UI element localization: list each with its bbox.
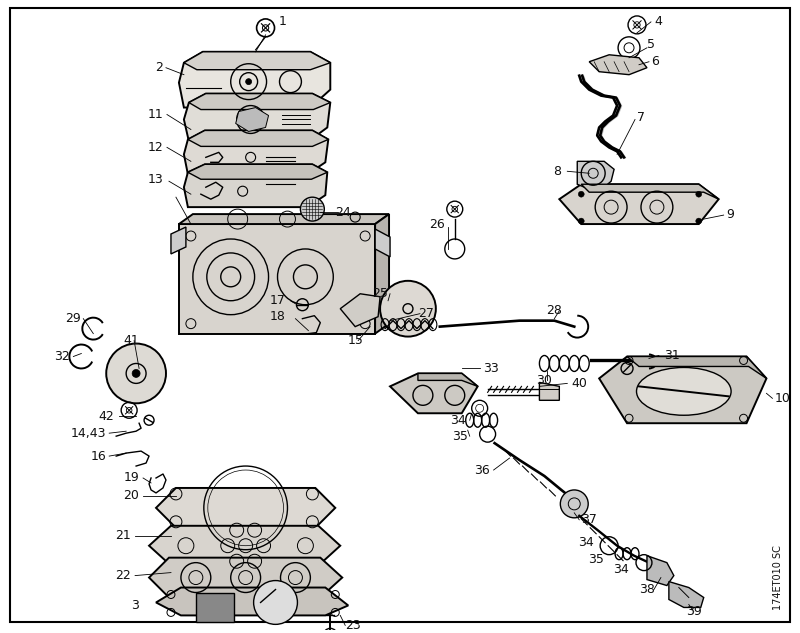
Text: 42: 42 xyxy=(98,410,114,423)
Polygon shape xyxy=(171,227,186,254)
Polygon shape xyxy=(184,94,330,141)
Polygon shape xyxy=(188,130,328,146)
Circle shape xyxy=(560,490,588,518)
Text: 11: 11 xyxy=(147,108,163,121)
Text: 39: 39 xyxy=(686,605,702,618)
Text: 32: 32 xyxy=(54,350,70,363)
Circle shape xyxy=(696,191,702,197)
Polygon shape xyxy=(582,184,718,199)
Polygon shape xyxy=(375,214,389,334)
Bar xyxy=(196,592,234,622)
Polygon shape xyxy=(179,52,330,108)
Polygon shape xyxy=(189,94,330,110)
Text: 38: 38 xyxy=(639,583,655,596)
Text: 4: 4 xyxy=(654,15,662,28)
Text: 20: 20 xyxy=(123,489,139,503)
Text: 30: 30 xyxy=(537,374,552,387)
Text: 23: 23 xyxy=(346,619,361,632)
Ellipse shape xyxy=(637,367,731,415)
Circle shape xyxy=(578,218,584,224)
Polygon shape xyxy=(627,356,766,379)
Polygon shape xyxy=(390,373,478,413)
Polygon shape xyxy=(599,356,766,423)
Text: 17: 17 xyxy=(270,294,286,307)
Text: 34: 34 xyxy=(450,414,466,427)
Text: 2: 2 xyxy=(155,61,163,74)
Text: 31: 31 xyxy=(664,349,680,362)
Text: 37: 37 xyxy=(582,513,597,526)
Polygon shape xyxy=(149,526,340,566)
Text: 35: 35 xyxy=(588,553,604,566)
Text: 3: 3 xyxy=(131,599,139,612)
Text: 41: 41 xyxy=(123,334,139,347)
Text: 25: 25 xyxy=(372,287,388,300)
Polygon shape xyxy=(590,55,647,75)
Text: 21: 21 xyxy=(115,529,131,542)
Text: 16: 16 xyxy=(90,449,106,463)
Text: 14,43: 14,43 xyxy=(70,427,106,440)
Text: 29: 29 xyxy=(66,312,82,325)
Text: 12: 12 xyxy=(147,141,163,154)
Polygon shape xyxy=(184,165,327,207)
Text: 7: 7 xyxy=(637,111,645,124)
Text: 19: 19 xyxy=(123,472,139,484)
Text: 10: 10 xyxy=(774,392,790,405)
Circle shape xyxy=(696,218,702,224)
Text: 13: 13 xyxy=(147,173,163,185)
Text: 27: 27 xyxy=(418,307,434,320)
Text: 26: 26 xyxy=(429,218,445,230)
Polygon shape xyxy=(184,130,328,174)
Text: 22: 22 xyxy=(115,569,131,582)
Text: 8: 8 xyxy=(554,165,562,178)
Polygon shape xyxy=(539,382,559,400)
Text: 34: 34 xyxy=(578,536,594,549)
Polygon shape xyxy=(184,52,330,70)
Polygon shape xyxy=(647,556,674,586)
Polygon shape xyxy=(578,161,614,189)
Text: 28: 28 xyxy=(546,304,562,317)
Polygon shape xyxy=(340,294,380,327)
Circle shape xyxy=(578,191,584,197)
Circle shape xyxy=(246,78,252,85)
Text: 1: 1 xyxy=(278,15,286,28)
Circle shape xyxy=(132,370,140,377)
Polygon shape xyxy=(156,587,348,615)
Polygon shape xyxy=(149,558,342,598)
Polygon shape xyxy=(179,214,389,224)
Text: 15: 15 xyxy=(347,334,363,347)
Text: 9: 9 xyxy=(726,208,734,220)
Polygon shape xyxy=(236,108,269,132)
Polygon shape xyxy=(418,373,478,386)
Circle shape xyxy=(380,281,436,337)
Polygon shape xyxy=(559,184,718,224)
Text: 18: 18 xyxy=(270,310,286,323)
Text: 36: 36 xyxy=(474,463,490,477)
Text: 24: 24 xyxy=(335,206,351,218)
Circle shape xyxy=(254,580,298,624)
Circle shape xyxy=(106,344,166,403)
Text: 5: 5 xyxy=(647,39,655,51)
Text: 40: 40 xyxy=(571,377,587,390)
Polygon shape xyxy=(156,488,335,528)
Text: 34: 34 xyxy=(614,563,629,576)
Polygon shape xyxy=(188,165,327,179)
Text: 6: 6 xyxy=(651,55,659,68)
Circle shape xyxy=(301,197,324,221)
Polygon shape xyxy=(375,229,390,257)
Text: 174ET010 SC: 174ET010 SC xyxy=(774,545,783,610)
Text: 33: 33 xyxy=(482,362,498,375)
Polygon shape xyxy=(669,582,704,608)
Text: 35: 35 xyxy=(452,430,468,442)
Polygon shape xyxy=(179,224,375,334)
